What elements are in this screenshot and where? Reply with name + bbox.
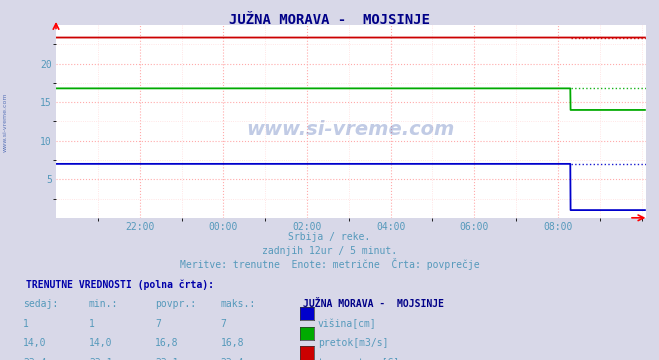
Text: pretok[m3/s]: pretok[m3/s] — [318, 338, 388, 348]
Text: 1: 1 — [23, 319, 29, 329]
Text: 23,1: 23,1 — [89, 358, 113, 360]
Text: sedaj:: sedaj: — [23, 299, 58, 309]
Text: 16,8: 16,8 — [221, 338, 244, 348]
Text: 7: 7 — [155, 319, 161, 329]
Text: 7: 7 — [221, 319, 227, 329]
Text: 14,0: 14,0 — [89, 338, 113, 348]
Text: povpr.:: povpr.: — [155, 299, 196, 309]
Text: 23,1: 23,1 — [155, 358, 179, 360]
Text: 14,0: 14,0 — [23, 338, 47, 348]
Text: 23,4: 23,4 — [221, 358, 244, 360]
Text: zadnjih 12ur / 5 minut.: zadnjih 12ur / 5 minut. — [262, 246, 397, 256]
Text: Meritve: trenutne  Enote: metrične  Črta: povprečje: Meritve: trenutne Enote: metrične Črta: … — [180, 258, 479, 270]
Text: JUŽNA MORAVA -  MOJSINJE: JUŽNA MORAVA - MOJSINJE — [303, 299, 444, 309]
Text: TRENUTNE VREDNOSTI (polna črta):: TRENUTNE VREDNOSTI (polna črta): — [26, 279, 214, 289]
Text: višina[cm]: višina[cm] — [318, 319, 376, 329]
Text: www.si-vreme.com: www.si-vreme.com — [3, 93, 8, 152]
Text: 1: 1 — [89, 319, 95, 329]
Text: maks.:: maks.: — [221, 299, 256, 309]
Text: temperatura[C]: temperatura[C] — [318, 358, 400, 360]
Text: 16,8: 16,8 — [155, 338, 179, 348]
Text: JUŽNA MORAVA -  MOJSINJE: JUŽNA MORAVA - MOJSINJE — [229, 13, 430, 27]
Text: min.:: min.: — [89, 299, 119, 309]
Text: www.si-vreme.com: www.si-vreme.com — [246, 120, 455, 139]
Text: 23,4: 23,4 — [23, 358, 47, 360]
Text: Srbija / reke.: Srbija / reke. — [289, 232, 370, 242]
